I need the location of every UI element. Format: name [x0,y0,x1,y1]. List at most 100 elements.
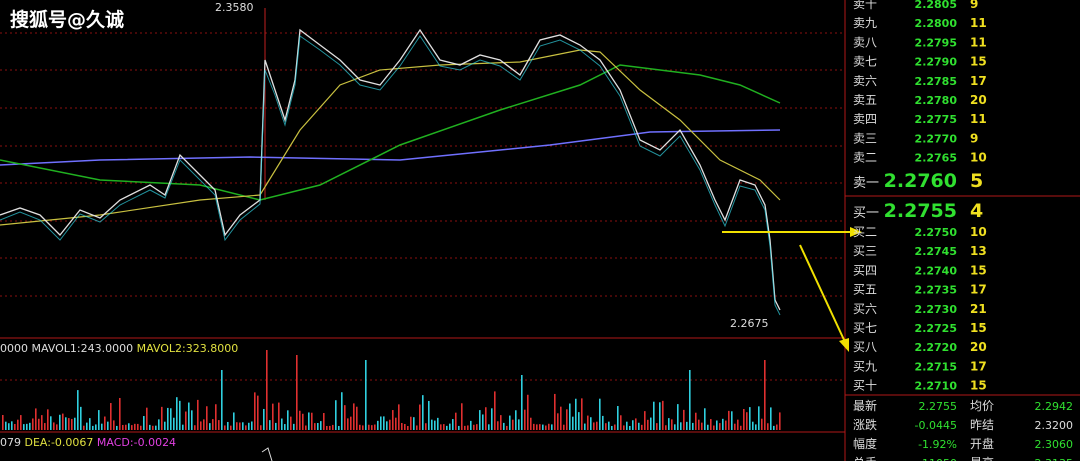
level-price: 2.2760 [884,170,957,192]
volume-bar [56,424,58,430]
level-label: 卖二 [853,151,877,165]
volume-bar [353,403,355,430]
level-label: 买十 [853,379,877,393]
level-price: 2.2710 [915,380,958,393]
stat-value: 2.2942 [1035,400,1074,413]
volume-bar [626,421,628,430]
level-price: 2.2775 [915,113,957,126]
indicator-part: 079 [0,436,21,449]
level-price: 2.2795 [915,36,957,49]
volume-bar [296,355,298,430]
volume-bar [167,407,169,430]
volume-bar [362,425,364,430]
volume-bar [677,404,679,430]
volume-bar [278,402,280,430]
volume-bar [203,419,205,430]
level-price: 2.2715 [915,360,957,373]
level-label: 买二 [853,225,877,239]
volume-bar [659,402,661,430]
volume-bar [77,390,79,430]
level-label: 买五 [853,283,877,297]
volume-bar [455,412,457,430]
level-label: 买七 [853,321,877,335]
volume-bar [725,420,727,430]
volume-bar [329,425,331,430]
volume-bar [539,424,541,430]
volume-bar [764,360,766,430]
volume-bar [221,370,223,430]
indicator-part: MACD:-0.0024 [97,436,176,449]
volume-bar [377,420,379,430]
level-volume: 11 [970,35,987,49]
volume-bar [68,418,70,430]
level-volume: 11 [970,112,987,126]
level-volume: 17 [970,74,987,88]
volume-bar [182,424,184,430]
ma-line [0,129,781,166]
volume-bar [332,424,334,430]
volume-bar [614,424,616,430]
level-label: 卖六 [853,74,877,88]
volume-bar [443,424,445,430]
volume-bar [752,421,754,430]
volume-bar [689,370,691,430]
volume-bar [224,425,226,430]
volume-bar [188,402,190,430]
volume-bar [140,425,142,430]
volume-bar [392,410,394,430]
volume-bar [419,404,421,430]
level-price: 2.2745 [915,245,957,258]
volume-bar [701,422,703,430]
volume-bar [173,417,175,430]
volume-bar [440,424,442,430]
indicator-part: MAVOL2:323.8000 [137,342,239,355]
volume-bar [176,397,178,430]
volume-bar [212,419,214,430]
watermark: 搜狐号@久诚 [10,8,124,31]
volume-bar [416,425,418,430]
level-label: 卖七 [853,55,877,69]
volume-bar [488,424,490,430]
volume-bar [119,397,121,430]
volume-bar [566,409,568,430]
volume-bar [326,425,328,430]
volume-bar [251,421,253,430]
volume-bar [374,424,376,430]
volume-bar [59,414,61,430]
volume-bar [410,416,412,430]
volume-bar [503,422,505,430]
volume-bar [773,425,775,430]
volume-bar [413,417,415,430]
macd-indicator: 079 DEA:-0.0067 MACD:-0.0024 [0,436,176,449]
stat-value: -0.0445 [915,419,957,432]
volume-bar [98,410,100,430]
volume-bar [365,360,367,430]
volume-bar [404,423,406,430]
volume-bar [467,425,469,430]
volume-bar [254,392,256,430]
price-line [0,35,781,316]
volume-bar [767,423,769,430]
level-label: 买九 [853,359,877,373]
volume-bar [158,419,160,430]
volume-bar [227,421,229,430]
level-price: 2.2780 [915,94,958,107]
volume-bar [350,416,352,430]
volume-bar [707,424,709,430]
volume-bar [572,416,574,430]
volume-bar [737,419,739,430]
volume-indicator: 0000 MAVOL1:243.0000 MAVOL2:323.8000 [0,342,238,355]
volume-bar [599,398,601,430]
volume-bar [674,424,676,430]
volume-bar [587,415,589,430]
volume-bar [236,422,238,430]
volume-bar [170,408,172,430]
volume-bar [431,419,433,430]
volume-bar [347,418,349,430]
volume-bar [65,417,67,430]
stat-value: 2.3200 [1035,419,1074,432]
volume-bar [695,412,697,430]
volume-bar [602,415,604,430]
volume-bar [23,424,25,430]
volume-bar [35,408,37,430]
